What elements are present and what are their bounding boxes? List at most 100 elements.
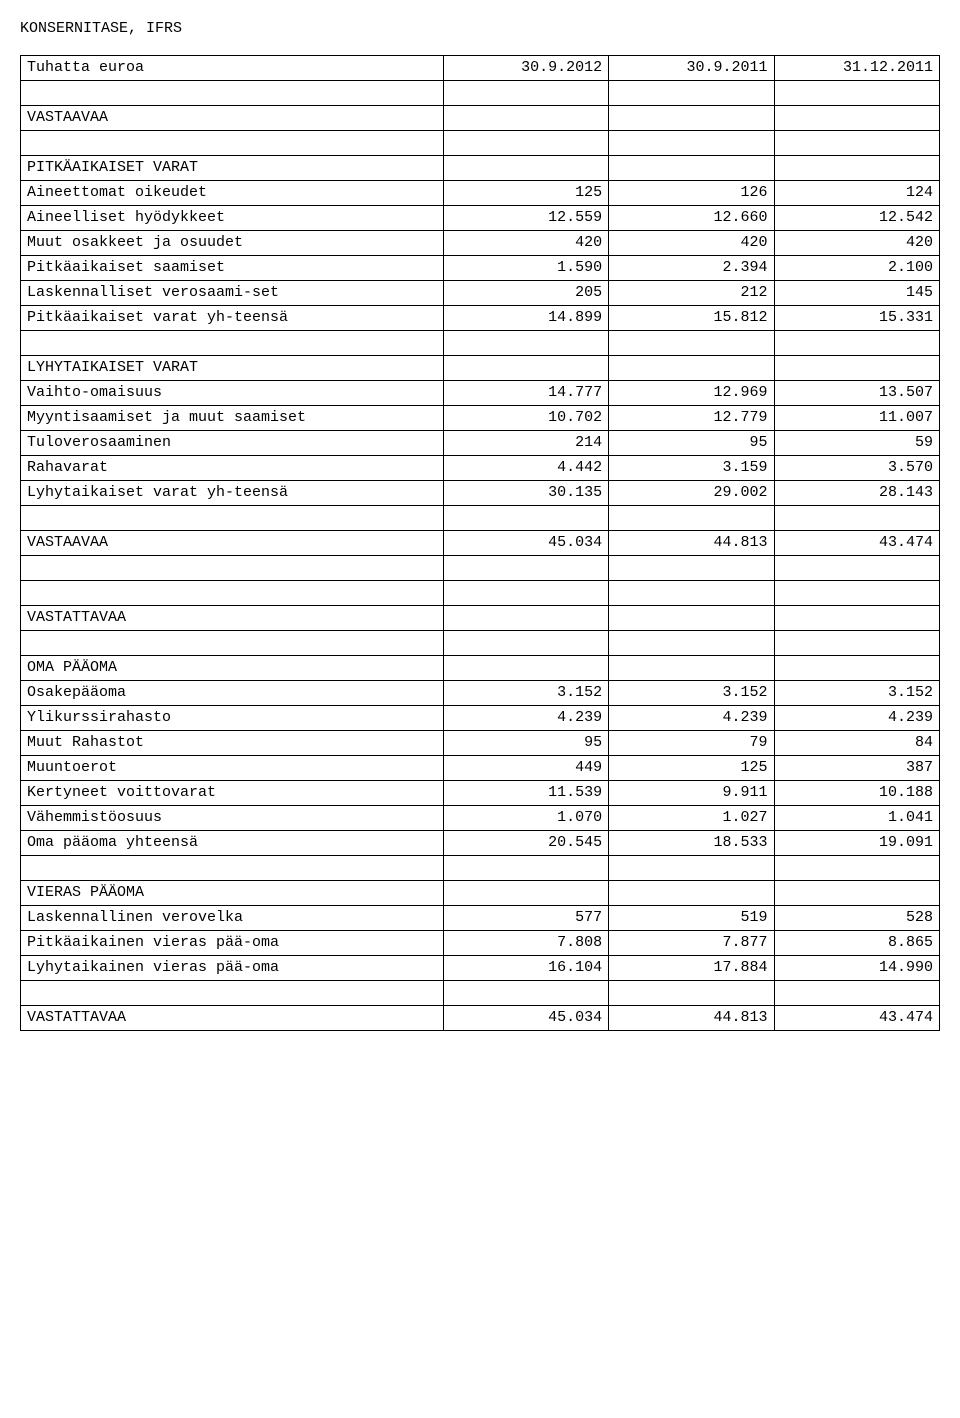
cell-label: Myyntisaamiset ja muut saamiset (21, 406, 444, 431)
table-row: Ylikurssirahasto 4.239 4.239 4.239 (21, 706, 940, 731)
col-3: 31.12.2011 (774, 56, 939, 81)
cell-value: 126 (609, 181, 774, 206)
cell-value: 14.899 (443, 306, 608, 331)
cell-value: 145 (774, 281, 939, 306)
table-row: Aineelliset hyödykkeet 12.559 12.660 12.… (21, 206, 940, 231)
cell-value: 45.034 (443, 531, 608, 556)
table-row: Vaihto-omaisuus 14.777 12.969 13.507 (21, 381, 940, 406)
cell-value: 212 (609, 281, 774, 306)
cell-value: 95 (443, 731, 608, 756)
table-row: Laskennalliset verosaami-set 205 212 145 (21, 281, 940, 306)
cell-value: 420 (609, 231, 774, 256)
table-row: Kertyneet voittovarat 11.539 9.911 10.18… (21, 781, 940, 806)
cell-value: 12.660 (609, 206, 774, 231)
cell-label: Rahavarat (21, 456, 444, 481)
cell-label: Vaihto-omaisuus (21, 381, 444, 406)
table-row (21, 981, 940, 1006)
cell-value: 12.542 (774, 206, 939, 231)
cell-value: 1.041 (774, 806, 939, 831)
cell-label: Laskennalliset verosaami-set (21, 281, 444, 306)
cell-label: Pitkäaikainen vieras pää-oma (21, 931, 444, 956)
table-row: Aineettomat oikeudet 125 126 124 (21, 181, 940, 206)
cell-label: Laskennallinen verovelka (21, 906, 444, 931)
table-row (21, 856, 940, 881)
cell-value: 43.474 (774, 531, 939, 556)
table-row: LYHYTAIKAISET VARAT (21, 356, 940, 381)
table-row (21, 506, 940, 531)
table-row: Tuhatta euroa 30.9.2012 30.9.2011 31.12.… (21, 56, 940, 81)
cell-value: 519 (609, 906, 774, 931)
cell-value: 13.507 (774, 381, 939, 406)
cell-value: 10.702 (443, 406, 608, 431)
cell-value: 7.808 (443, 931, 608, 956)
cell-value: 16.104 (443, 956, 608, 981)
cell-value: 3.570 (774, 456, 939, 481)
cell-value: 3.152 (774, 681, 939, 706)
table-row (21, 131, 940, 156)
table-row: Myyntisaamiset ja muut saamiset 10.702 1… (21, 406, 940, 431)
cell-label: Muut Rahastot (21, 731, 444, 756)
table-row (21, 556, 940, 581)
cell-value: 577 (443, 906, 608, 931)
table-row: Pitkäaikaiset varat yh-teensä 14.899 15.… (21, 306, 940, 331)
cell-value: 12.969 (609, 381, 774, 406)
cell-label: Pitkäaikaiset varat yh-teensä (21, 306, 444, 331)
cell-label: Pitkäaikaiset saamiset (21, 256, 444, 281)
section-vastaavaa: VASTAAVAA (21, 106, 444, 131)
table-row: Pitkäaikainen vieras pää-oma 7.808 7.877… (21, 931, 940, 956)
cell-value: 3.159 (609, 456, 774, 481)
cell-value: 4.239 (609, 706, 774, 731)
cell-value: 20.545 (443, 831, 608, 856)
table-row: Muut Rahastot 95 79 84 (21, 731, 940, 756)
cell-value: 2.394 (609, 256, 774, 281)
table-row: VASTAAVAA (21, 106, 940, 131)
table-row (21, 331, 940, 356)
cell-value: 1.590 (443, 256, 608, 281)
table-row: VASTATTAVAA (21, 606, 940, 631)
cell-value: 12.779 (609, 406, 774, 431)
table-row: Tuloverosaaminen 214 95 59 (21, 431, 940, 456)
cell-value: 124 (774, 181, 939, 206)
cell-value: 30.135 (443, 481, 608, 506)
table-row: VASTATTAVAA 45.034 44.813 43.474 (21, 1006, 940, 1031)
cell-value: 7.877 (609, 931, 774, 956)
cell-value: 10.188 (774, 781, 939, 806)
col-1: 30.9.2012 (443, 56, 608, 81)
cell-value: 214 (443, 431, 608, 456)
cell-value: 17.884 (609, 956, 774, 981)
cell-value: 420 (774, 231, 939, 256)
cell-value: 420 (443, 231, 608, 256)
table-row: VASTAAVAA 45.034 44.813 43.474 (21, 531, 940, 556)
cell-label: Ylikurssirahasto (21, 706, 444, 731)
cell-label: Lyhytaikainen vieras pää-oma (21, 956, 444, 981)
balance-table: Tuhatta euroa 30.9.2012 30.9.2011 31.12.… (20, 55, 940, 1031)
table-row: Vähemmistöosuus 1.070 1.027 1.041 (21, 806, 940, 831)
table-row: Rahavarat 4.442 3.159 3.570 (21, 456, 940, 481)
table-row: Oma pääoma yhteensä 20.545 18.533 19.091 (21, 831, 940, 856)
cell-value: 1.070 (443, 806, 608, 831)
cell-value: 2.100 (774, 256, 939, 281)
cell-value: 84 (774, 731, 939, 756)
section-lyhytaikaiset: LYHYTAIKAISET VARAT (21, 356, 444, 381)
table-row: OMA PÄÄOMA (21, 656, 940, 681)
cell-value: 79 (609, 731, 774, 756)
cell-label: Lyhytaikaiset varat yh-teensä (21, 481, 444, 506)
cell-value: 8.865 (774, 931, 939, 956)
cell-value: 528 (774, 906, 939, 931)
section-vieras-paaoma: VIERAS PÄÄOMA (21, 881, 444, 906)
cell-value: 4.239 (774, 706, 939, 731)
cell-value: 19.091 (774, 831, 939, 856)
cell-label: Vähemmistöosuus (21, 806, 444, 831)
cell-value: 18.533 (609, 831, 774, 856)
cell-value: 11.539 (443, 781, 608, 806)
table-row: Lyhytaikaiset varat yh-teensä 30.135 29.… (21, 481, 940, 506)
cell-value: 11.007 (774, 406, 939, 431)
cell-value: 45.034 (443, 1006, 608, 1031)
cell-value: 12.559 (443, 206, 608, 231)
cell-value: 95 (609, 431, 774, 456)
cell-label: VASTAAVAA (21, 531, 444, 556)
cell-value: 125 (609, 756, 774, 781)
cell-value: 3.152 (443, 681, 608, 706)
section-oma-paaoma: OMA PÄÄOMA (21, 656, 444, 681)
cell-value: 449 (443, 756, 608, 781)
